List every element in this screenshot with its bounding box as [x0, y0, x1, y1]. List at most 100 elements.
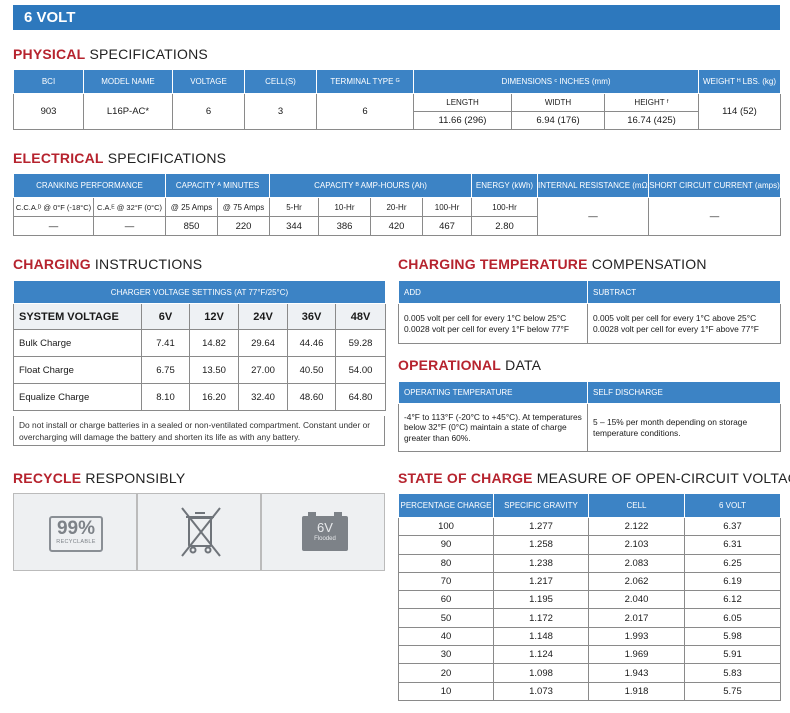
table-cell: 8.10 [141, 383, 190, 411]
heading-bold-part: RECYCLE [13, 470, 82, 486]
table-cell: 386 [318, 216, 371, 236]
table-header-cell: 100-Hr [421, 197, 473, 217]
table-cell: 59.28 [335, 329, 386, 357]
table-header-cell: CELL [588, 493, 685, 518]
table-row: 90 1.258 2.103 6.31 [398, 535, 781, 555]
soc-heading: STATE OF CHARGE MEASURE OF OPEN-CIRCUIT … [398, 470, 790, 486]
heading-rest-part: SPECIFICATIONS [103, 150, 227, 166]
electrical-table: CRANKING PERFORMANCE CAPACITY ᴬ MINUTES … [13, 173, 782, 236]
table-row: 30 1.124 1.969 5.91 [398, 645, 781, 665]
charging-temp-heading: CHARGING TEMPERATURE COMPENSATION [398, 256, 707, 272]
table-cell: 344 [269, 216, 319, 236]
table-header-cell: INTERNAL RESISTANCE (mΩ) [537, 173, 650, 198]
table-cell: 40 [398, 626, 494, 647]
table-header-cell: SUBTRACT [587, 280, 781, 304]
table-cell: 420 [370, 216, 423, 236]
table-cell: 50 [398, 608, 494, 628]
charging-heading: CHARGING INSTRUCTIONS [13, 256, 202, 272]
table-cell: — [537, 197, 650, 236]
table-cell: 467 [421, 216, 473, 236]
table-cell: — [93, 216, 166, 236]
table-cell: 6 [316, 93, 414, 130]
table-header-cell: WEIGHT ᴴ LBS. (kg) [698, 69, 781, 94]
table-header-cell: SHORT CIRCUIT CURRENT (amps) [648, 173, 782, 198]
table-header-cell: DIMENSIONS ᶜ INCHES (mm) [413, 69, 699, 94]
table-header-cell: 100-Hr [471, 197, 539, 217]
table-cell: 1.124 [493, 645, 589, 665]
table-cell: 2.062 [588, 571, 685, 592]
heading-rest-part: SPECIFICATIONS [85, 46, 208, 62]
table-cell: 6 [172, 93, 245, 130]
table-cell: 6.12 [684, 590, 781, 610]
heading-rest-part: DATA [501, 357, 542, 373]
table-header-cell: CHARGER VOLTAGE SETTINGS (AT 77°F/25°C) [13, 280, 386, 304]
table-cell: 1.918 [588, 681, 685, 701]
electrical-heading: ELECTRICAL SPECIFICATIONS [13, 150, 226, 166]
table-header-cell: SELF DISCHARGE [587, 381, 781, 404]
table-row: 60 1.195 2.040 6.12 [398, 590, 781, 610]
table-cell: 48.60 [287, 383, 336, 411]
charging-note: Do not install or charge batteries in a … [13, 416, 385, 446]
operational-heading: OPERATIONAL DATA [398, 357, 541, 373]
table-cell: 16.20 [189, 383, 239, 411]
table-cell: 0.005 volt per cell for every 1°C above … [587, 303, 781, 344]
table-header-cell: CELL(S) [244, 69, 317, 94]
table-cell: 6.19 [684, 571, 781, 592]
table-cell: 10 [398, 681, 494, 701]
table-header-cell: MODEL NAME [83, 69, 173, 94]
table-cell: 32.40 [238, 383, 288, 411]
table-cell: Equalize Charge [13, 383, 142, 411]
table-cell: 6.05 [684, 608, 781, 628]
table-header-cell: 5-Hr [269, 197, 319, 217]
table-cell: 24V [238, 303, 288, 330]
table-cell: 5.75 [684, 681, 781, 701]
heading-bold-part: PHYSICAL [13, 46, 86, 62]
crossed-out-bin-icon [137, 493, 261, 571]
table-cell: 850 [165, 216, 218, 236]
table-cell: 60 [398, 590, 494, 610]
heading-bold-part: CHARGING [13, 256, 91, 272]
heading-bold-part: STATE OF CHARGE [398, 470, 533, 486]
table-cell: 6V [141, 303, 190, 330]
heading-rest-part: COMPENSATION [587, 256, 707, 272]
table-cell: 14.82 [189, 329, 239, 357]
table-cell: 6.75 [141, 356, 190, 384]
table-header-cell: CAPACITY ᴬ MINUTES [165, 173, 270, 198]
table-cell: Float Charge [13, 356, 142, 384]
operational-table: OPERATING TEMPERATURE SELF DISCHARGE -4°F… [398, 381, 781, 452]
table-cell: 220 [217, 216, 270, 236]
table-cell: 70 [398, 571, 494, 592]
table-row: 10 1.073 1.918 5.75 [398, 681, 781, 701]
table-cell: 1.277 [493, 516, 589, 537]
table-header-cell: WIDTH [511, 93, 605, 112]
table-cell: 1.969 [588, 645, 685, 665]
table-cell: 6.25 [684, 553, 781, 573]
table-cell: 90 [398, 535, 494, 555]
table-cell: 3 [244, 93, 317, 130]
table-header-cell: BCI [13, 69, 84, 94]
table-cell: 5.98 [684, 626, 781, 647]
table-cell: 40.50 [287, 356, 336, 384]
table-row: 80 1.238 2.083 6.25 [398, 553, 781, 573]
table-cell: 5.83 [684, 663, 781, 683]
battery-6v-icon: 6V Flooded [261, 493, 385, 571]
table-header-cell: HEIGHT ᶠ [604, 93, 699, 112]
table-cell: 13.50 [189, 356, 239, 384]
table-header-cell: ADD [398, 280, 588, 304]
table-cell: 1.098 [493, 663, 589, 683]
table-header-cell: C.C.A.ᴰ @ 0°F (-18°C) [13, 197, 94, 217]
table-row: 20 1.098 1.943 5.83 [398, 663, 781, 683]
table-header-cell: TERMINAL TYPE ᴳ [316, 69, 414, 94]
table-cell: 80 [398, 553, 494, 573]
physical-heading: PHYSICAL SPECIFICATIONS [13, 46, 208, 62]
table-cell: 1.258 [493, 535, 589, 555]
heading-rest-part: MEASURE OF OPEN-CIRCUIT VOLTAGE [532, 470, 790, 486]
table-cell: 100 [398, 516, 494, 537]
table-cell: 5.91 [684, 645, 781, 665]
table-header-cell: OPERATING TEMPERATURE [398, 381, 588, 404]
table-cell: 0.005 volt per cell for every 1°C below … [398, 303, 588, 344]
table-cell: — [648, 197, 782, 236]
heading-bold-part: OPERATIONAL [398, 357, 502, 373]
charging-table: CHARGER VOLTAGE SETTINGS (AT 77°F/25°C) … [13, 280, 386, 411]
table-cell: 2.122 [588, 516, 685, 537]
